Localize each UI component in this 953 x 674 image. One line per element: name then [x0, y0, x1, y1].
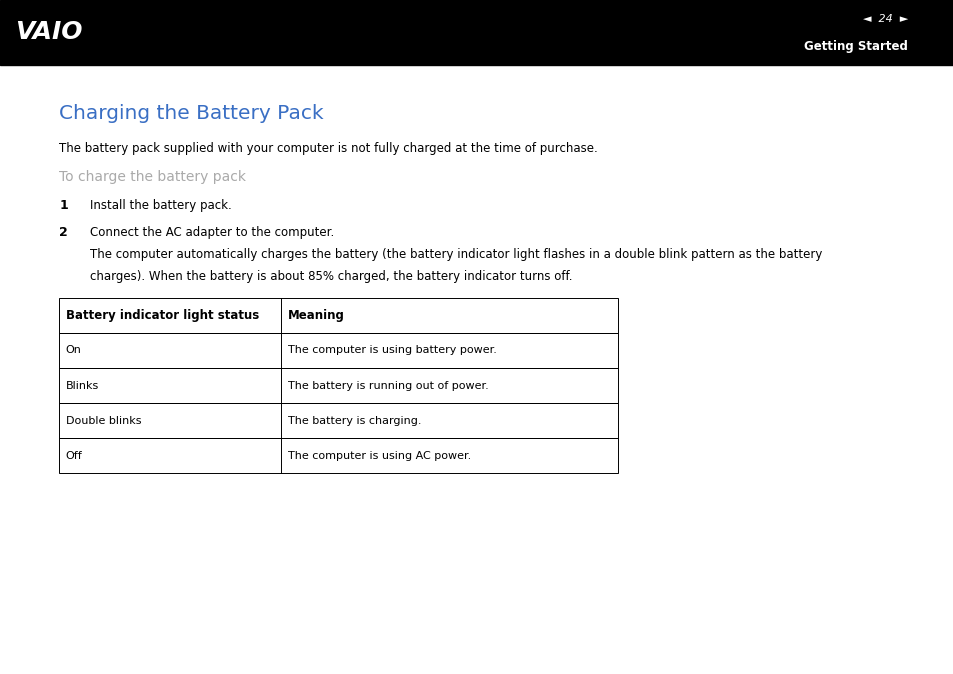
Text: Off: Off	[66, 451, 83, 460]
Text: 1: 1	[59, 199, 68, 212]
Bar	[59, 333, 618, 368]
Bar	[59, 438, 618, 473]
Text: ◄  24  ►: ◄ 24 ►	[862, 14, 907, 24]
Text: Charging the Battery Pack: Charging the Battery Pack	[59, 104, 323, 123]
Text: Meaning: Meaning	[288, 309, 345, 322]
Text: Battery indicator light status: Battery indicator light status	[66, 309, 259, 322]
Text: The battery pack supplied with your computer is not fully charged at the time of: The battery pack supplied with your comp…	[59, 142, 598, 154]
Bar	[59, 298, 618, 333]
Text: Install the battery pack.: Install the battery pack.	[90, 199, 232, 212]
Text: charges). When the battery is about 85% charged, the battery indicator turns off: charges). When the battery is about 85% …	[90, 270, 572, 282]
Text: The computer automatically charges the battery (the battery indicator light flas: The computer automatically charges the b…	[90, 248, 821, 261]
Bar	[59, 403, 618, 438]
Text: To charge the battery pack: To charge the battery pack	[59, 170, 246, 184]
Text: VAIO: VAIO	[15, 20, 83, 44]
Text: Getting Started: Getting Started	[803, 40, 907, 53]
Text: The computer is using AC power.: The computer is using AC power.	[288, 451, 471, 460]
Text: 2: 2	[59, 226, 68, 239]
Text: Connect the AC adapter to the computer.: Connect the AC adapter to the computer.	[90, 226, 334, 239]
Text: The battery is charging.: The battery is charging.	[288, 416, 421, 425]
Text: The computer is using battery power.: The computer is using battery power.	[288, 346, 497, 355]
Text: Blinks: Blinks	[66, 381, 99, 390]
Bar	[59, 368, 618, 403]
Text: Double blinks: Double blinks	[66, 416, 141, 425]
Text: The battery is running out of power.: The battery is running out of power.	[288, 381, 488, 390]
Bar	[0, 0, 953, 65]
Text: On: On	[66, 346, 82, 355]
